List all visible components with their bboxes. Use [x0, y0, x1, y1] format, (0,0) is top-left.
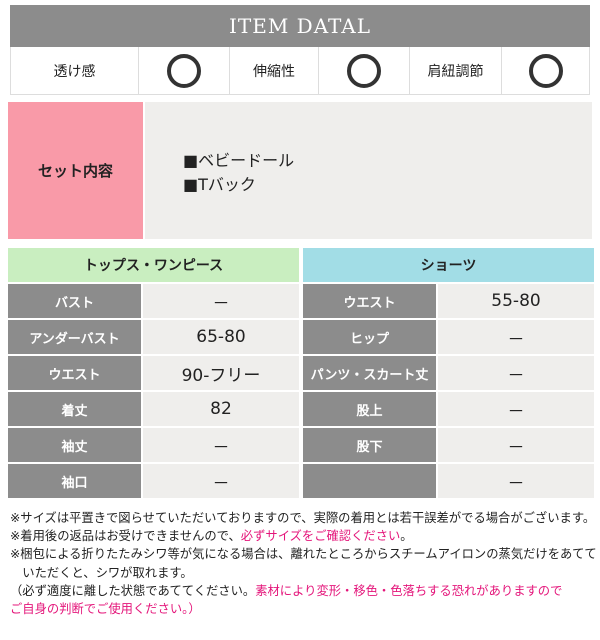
- table-row: 着丈 82: [8, 392, 299, 426]
- note: （必ず適度に離した状態であててください。素材により変形・移色・色落ちする恐れがあ…: [10, 582, 597, 600]
- size-label: 袖口: [8, 464, 141, 498]
- note: いただくと、シワが取れます。: [10, 565, 193, 580]
- size-label: 股下: [303, 428, 436, 462]
- table-row: －: [303, 464, 594, 498]
- table-row: 股下－: [303, 428, 594, 462]
- attr-value: [502, 47, 589, 94]
- note-highlight: ご自身の判断でご使用ください。: [10, 602, 189, 617]
- attr-value: [319, 47, 410, 94]
- size-label: ウエスト: [8, 356, 141, 390]
- size-value: －: [438, 392, 594, 426]
- note-text: （必ず適度に離した状態であててください。: [10, 583, 256, 598]
- circle-icon: [167, 53, 201, 88]
- attr-value: [139, 47, 230, 94]
- set-item: ■ベビードール: [183, 151, 295, 170]
- note-text: ※着用後の返品はお受けできませんので、: [10, 529, 241, 544]
- table-row: 袖口－: [8, 464, 299, 498]
- note-highlight: 素材により変形・移色・色落ちする恐れがありますので: [255, 583, 563, 598]
- size-value: 82: [143, 392, 299, 426]
- table-row: アンダーバスト 65-80: [8, 320, 299, 354]
- size-label: ヒップ: [303, 320, 436, 354]
- note-text: 。: [400, 529, 413, 544]
- tops-size-table: トップス・ワンピース バスト－アンダーバスト 65-80 ウエスト 90-フリー 着丈 82…: [8, 248, 299, 498]
- note-highlight: 必ずサイズをご確認ください: [240, 529, 401, 544]
- size-value: 90-フリー: [143, 356, 299, 390]
- table-row: パンツ・スカート丈－: [303, 356, 594, 390]
- size-label: 袖丈: [8, 428, 141, 462]
- circle-icon: [347, 53, 381, 88]
- size-value: －: [438, 464, 594, 498]
- attr-label: 伸縮性: [230, 47, 319, 94]
- set-item: ■Tバック: [183, 175, 256, 194]
- size-value: 65-80: [143, 320, 299, 354]
- size-value: －: [143, 428, 299, 462]
- shorts-size-table: ショーツ ウエスト 55-80 ヒップ－パンツ・スカート丈－股上－股下－－: [303, 248, 594, 498]
- tops-table-title: トップス・ワンピース: [8, 248, 299, 282]
- note: ご自身の判断でご使用ください。）: [10, 600, 597, 618]
- note-text: ）: [188, 602, 201, 617]
- size-value: 55-80: [438, 284, 594, 318]
- table-row: 股上－: [303, 392, 594, 426]
- table-row: ウエスト 90-フリー: [8, 356, 299, 390]
- size-label: 着丈: [8, 392, 141, 426]
- set-items: ■ベビードール ■Tバック: [145, 102, 592, 239]
- table-row: 袖丈－: [8, 428, 299, 462]
- size-value: －: [438, 320, 594, 354]
- notes: ※サイズは平置きで図らせていただいておりますので、実際の着用とは若干誤差がでる場…: [10, 509, 597, 618]
- table-row: バスト－: [8, 284, 299, 318]
- attributes-row: 透け感 伸縮性 肩紐調節: [10, 47, 590, 95]
- size-label: アンダーバスト: [8, 320, 141, 354]
- size-label: 股上: [303, 392, 436, 426]
- size-label: ウエスト: [303, 284, 436, 318]
- table-row: ウエスト 55-80: [303, 284, 594, 318]
- size-label: パンツ・スカート丈: [303, 356, 436, 390]
- size-label: [303, 464, 436, 498]
- attr-label: 透け感: [11, 47, 139, 94]
- size-value: －: [143, 284, 299, 318]
- attr-label: 肩紐調節: [410, 47, 502, 94]
- note: ※サイズは平置きで図らせていただいておりますので、実際の着用とは若干誤差がでる場…: [10, 511, 596, 525]
- item-detail-header: ITEM DATAL: [10, 5, 590, 47]
- set-contents: セット内容 ■ベビードール ■Tバック: [8, 102, 592, 239]
- circle-icon: [528, 53, 563, 88]
- size-value: －: [438, 428, 594, 462]
- size-value: －: [143, 464, 299, 498]
- size-label: バスト: [8, 284, 141, 318]
- note: ※着用後の返品はお受けできませんので、必ずサイズをご確認ください。: [10, 527, 597, 545]
- set-label: セット内容: [8, 102, 143, 239]
- table-row: ヒップ－: [303, 320, 594, 354]
- shorts-table-title: ショーツ: [303, 248, 594, 282]
- note: ※梱包による折りたたみシワ等が気になる場合は、離れたところからスチームアイロンの…: [10, 547, 597, 562]
- size-value: －: [438, 356, 594, 390]
